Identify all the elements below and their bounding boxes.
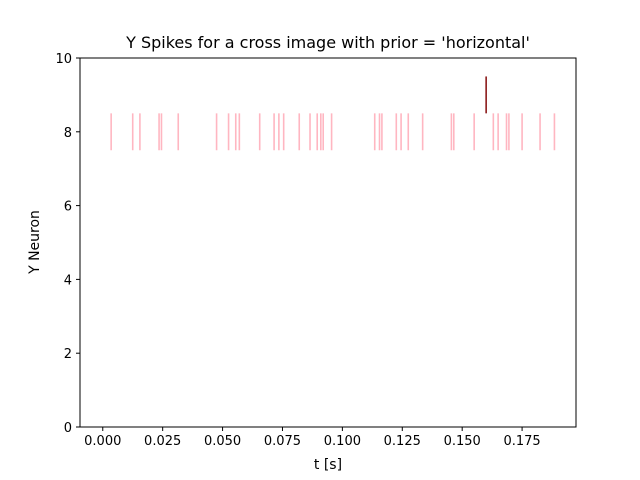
x-tick-label: 0.125 [384,434,421,449]
y-tick-label: 10 [55,52,72,67]
y-tick-label: 8 [64,126,72,141]
y-tick-label: 2 [64,347,72,362]
x-tick-label: 0.100 [324,434,361,449]
x-tick-label: 0.175 [503,434,540,449]
x-tick-label: 0.025 [144,434,181,449]
y-tick-label: 0 [64,421,72,436]
x-tick-label: 0.150 [444,434,481,449]
x-tick-label: 0.000 [84,434,121,449]
y-axis-label: Y Neuron [27,210,43,275]
y-tick-label: 4 [64,273,72,288]
x-axis-label: t [s] [314,457,342,473]
chart-title: Y Spikes for a cross image with prior = … [125,33,530,52]
x-tick-label: 0.075 [264,434,301,449]
x-axis-ticks: 0.000 0.025 0.050 0.075 0.100 0.125 0.150 0.175 [84,427,541,449]
x-tick-label: 0.050 [204,434,241,449]
y-tick-label: 6 [64,200,72,215]
spike-marks [110,76,556,151]
plot-frame [79,57,577,428]
y-axis-ticks: 0 2 4 6 8 10 [55,52,80,436]
